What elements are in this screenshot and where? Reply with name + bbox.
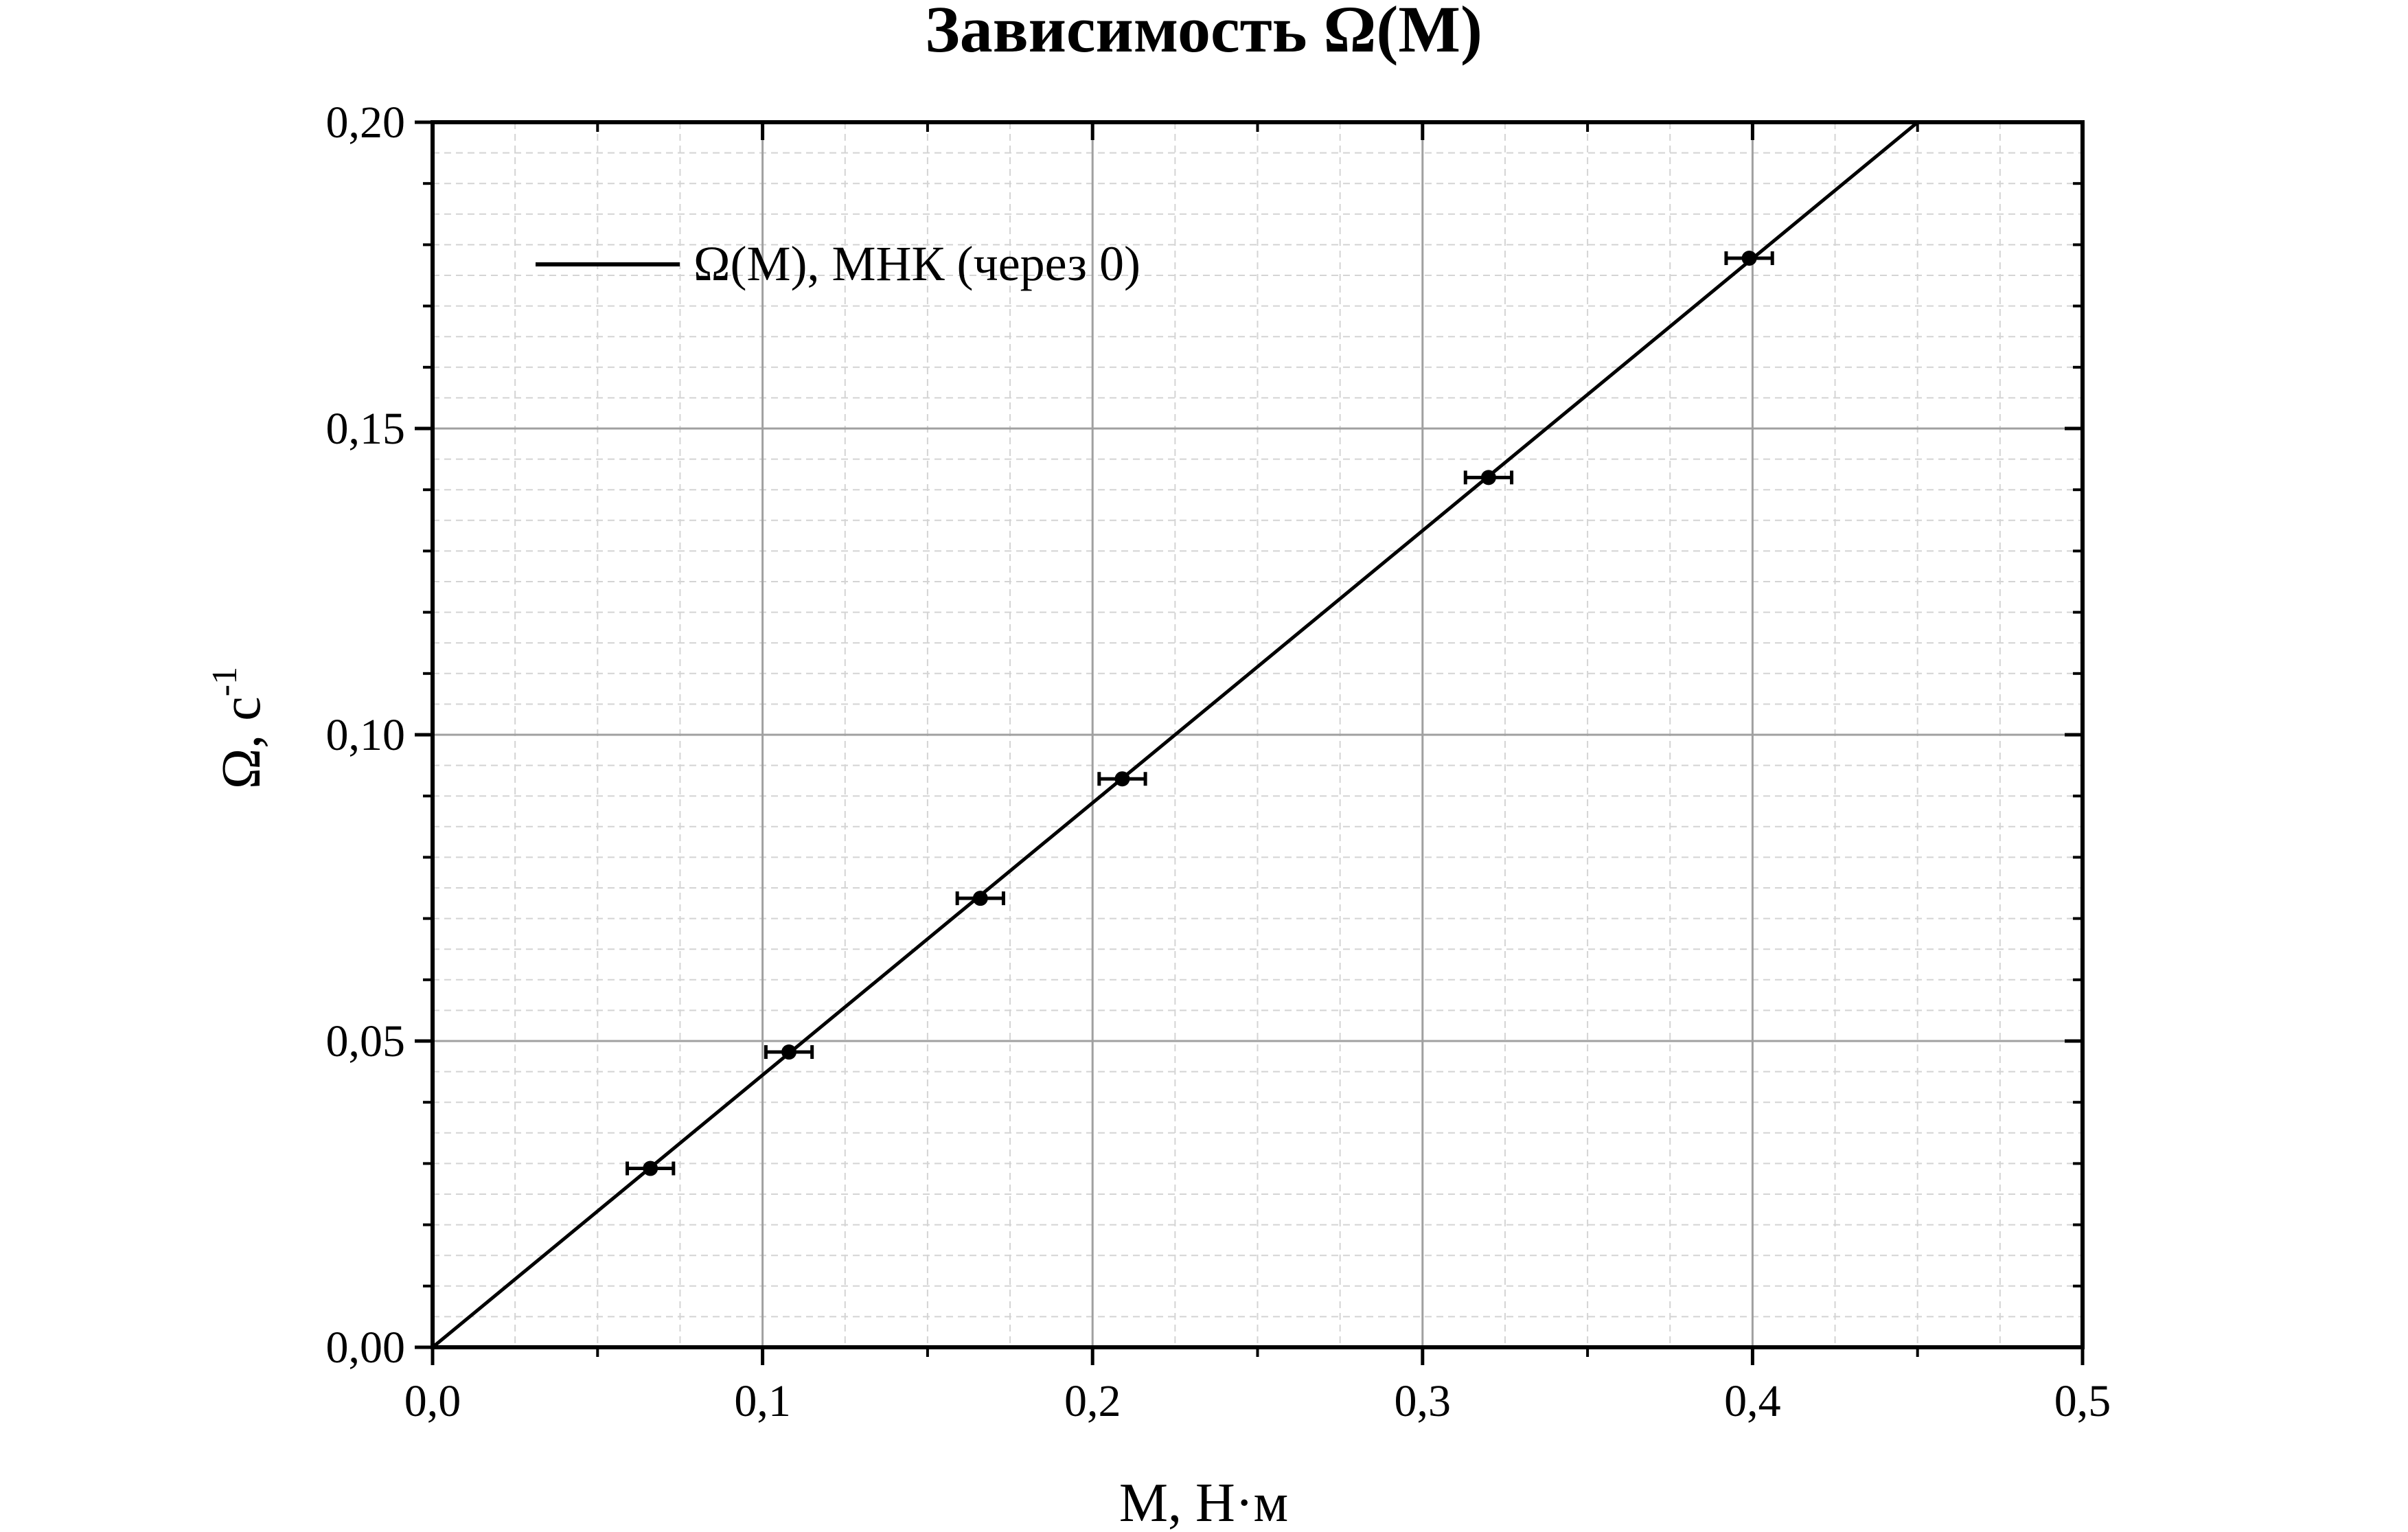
y-tick-label: 0,00: [326, 1323, 406, 1373]
data-point: [781, 1044, 797, 1060]
data-point: [972, 891, 988, 906]
y-tick-label: 0,05: [326, 1016, 406, 1066]
y-tick-label: 0,10: [326, 710, 406, 760]
data-point: [1480, 470, 1496, 485]
y-axis-label-superscript: -1: [205, 667, 244, 696]
data-point: [643, 1161, 658, 1176]
data-point: [1741, 251, 1757, 266]
grid: [433, 122, 2083, 1347]
x-tick-label: 0,3: [1395, 1376, 1452, 1426]
plot-area: [431, 121, 1919, 1349]
x-tick-label: 0,2: [1064, 1376, 1121, 1426]
legend: Ω(M), МНК (через 0): [536, 236, 1140, 291]
x-axis-label: M, Н·м: [1119, 1473, 1288, 1532]
y-axis-label: Ω, с-1: [205, 667, 272, 789]
y-axis-label-main: Ω, с: [211, 696, 272, 789]
x-tick-label: 0,0: [404, 1376, 461, 1426]
x-tick-label: 0,5: [2054, 1376, 2111, 1426]
axes: 0,0 0,1 0,2 0,3 0,4 0,5 0,00 0,05 0,10 0,15 0,20: [326, 98, 2111, 1426]
fit-line: [431, 121, 1919, 1349]
data-point: [1114, 771, 1130, 787]
chart-title: Зависимость Ω(M): [925, 0, 1482, 66]
x-tick-label: 0,4: [1724, 1376, 1781, 1426]
legend-label: Ω(M), МНК (через 0): [693, 236, 1140, 291]
y-tick-label: 0,15: [326, 404, 406, 454]
x-tick-label: 0,1: [734, 1376, 791, 1426]
y-tick-label: 0,20: [326, 98, 406, 148]
